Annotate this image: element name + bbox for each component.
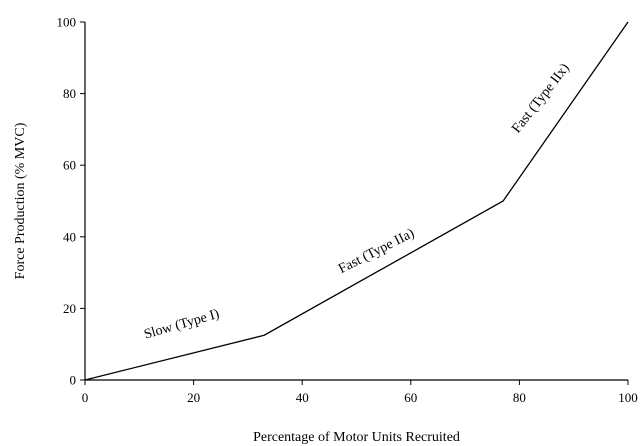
y-tick-label: 80 bbox=[63, 86, 76, 101]
x-tick-label: 80 bbox=[513, 390, 526, 405]
fiber-type-label: Slow (Type I) bbox=[142, 307, 221, 343]
series-group bbox=[84, 21, 629, 381]
fiber-type-label: Fast (Type IIx) bbox=[509, 61, 573, 137]
y-tick-label: 60 bbox=[63, 158, 76, 173]
x-tick-label: 40 bbox=[296, 390, 309, 405]
y-tick-label: 40 bbox=[63, 229, 76, 244]
y-axis-ticks: 0 20 40 60 80 100 bbox=[57, 15, 85, 388]
x-tick-label: 20 bbox=[187, 390, 200, 405]
x-tick-label: 60 bbox=[404, 390, 417, 405]
x-axis-title: Percentage of Motor Units Recruited bbox=[253, 430, 460, 445]
y-tick-label: 20 bbox=[63, 301, 76, 316]
series-line bbox=[84, 21, 629, 381]
x-axis-ticks: 0 20 40 60 80 100 bbox=[82, 380, 638, 405]
y-tick-label: 0 bbox=[70, 373, 77, 388]
x-tick-label: 100 bbox=[618, 390, 638, 405]
annotations-group: Slow (Type I) Fast (Type IIa) Fast (Type I… bbox=[142, 61, 573, 343]
fiber-type-label: Fast (Type IIa) bbox=[336, 226, 417, 277]
x-tick-label: 0 bbox=[82, 390, 89, 405]
y-axis-title: Force Production (% MVC) bbox=[13, 122, 28, 279]
y-tick-label: 100 bbox=[57, 15, 77, 30]
